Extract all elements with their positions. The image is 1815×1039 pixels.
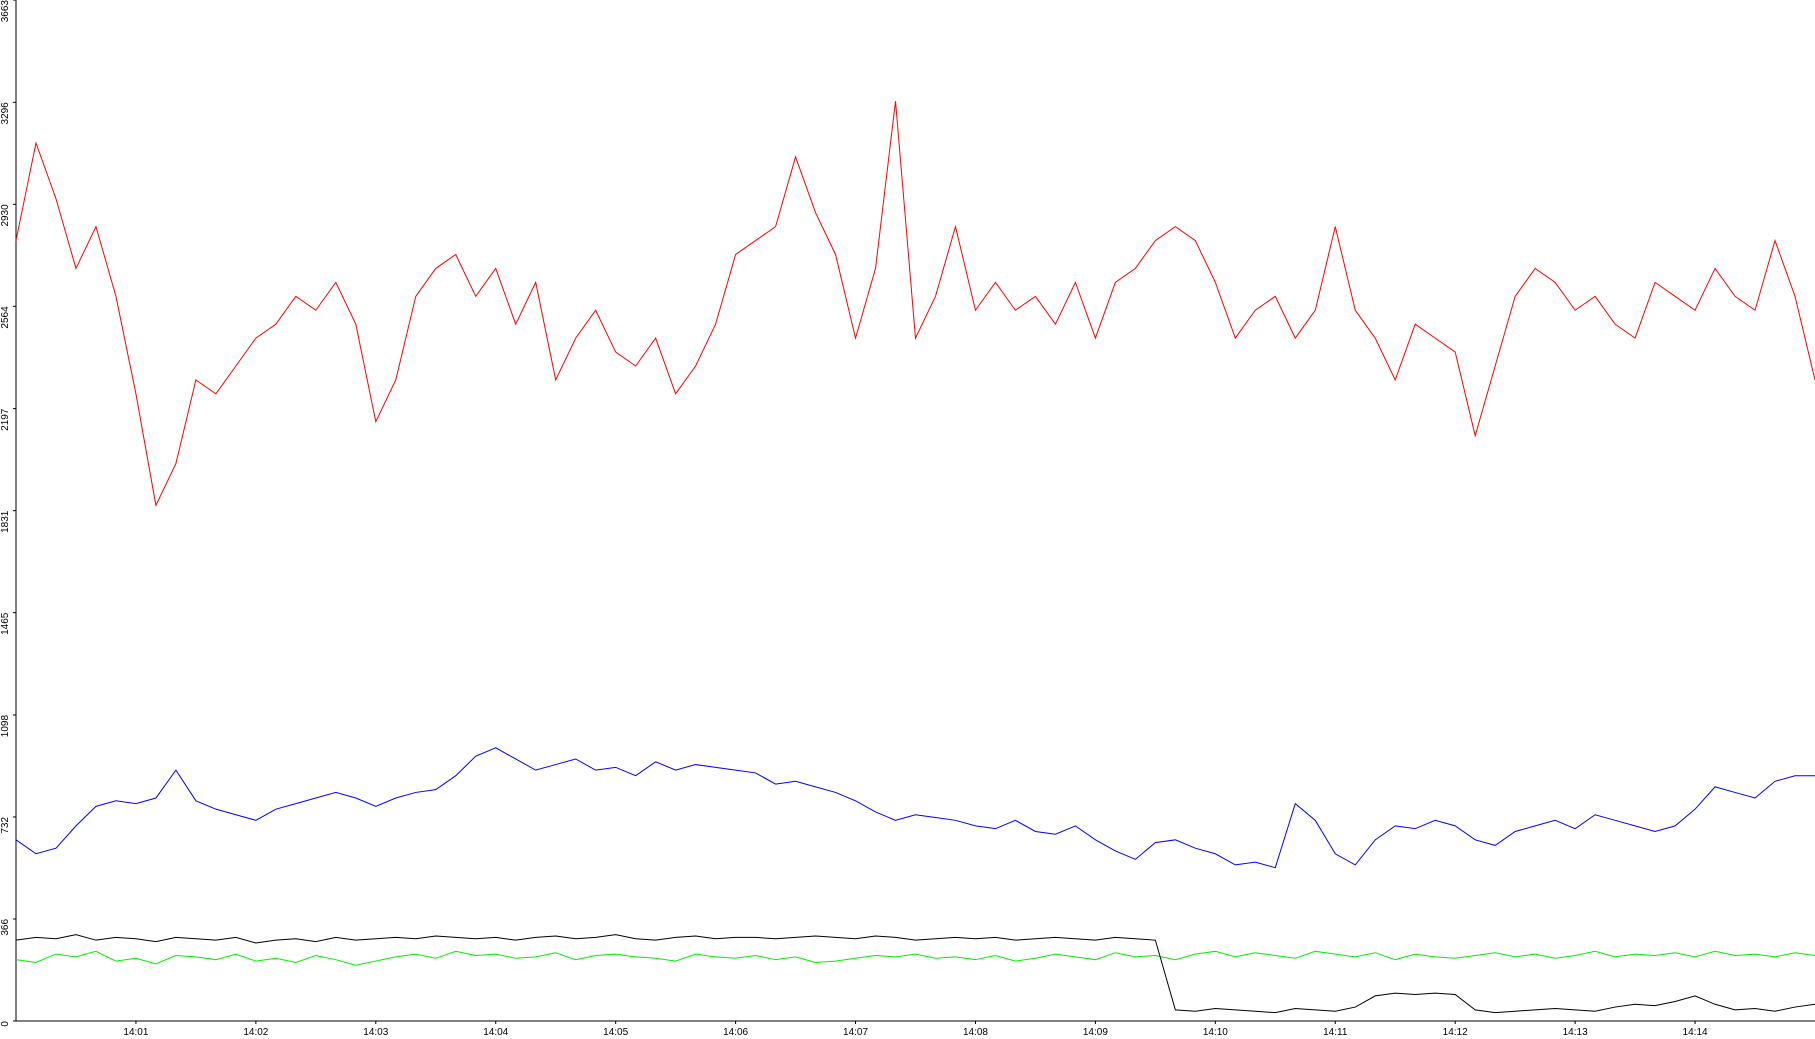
x-tick-label: 14:01	[123, 1027, 148, 1038]
y-tick-label: 2564	[0, 306, 11, 329]
x-tick-label: 14:07	[843, 1027, 868, 1038]
x-tick-label: 14:12	[1443, 1027, 1468, 1038]
y-tick-label: 732	[0, 817, 11, 834]
y-tick-label: 3296	[0, 102, 11, 125]
series-line	[15, 101, 1815, 507]
y-tick-label: 0	[0, 1021, 11, 1027]
x-tick-label: 14:10	[1203, 1027, 1228, 1038]
x-tick-label: 14:06	[723, 1027, 748, 1038]
y-tick-label: 366	[0, 919, 11, 936]
x-tick-label: 14:04	[483, 1027, 508, 1038]
y-tick-label: 1465	[0, 612, 11, 635]
series-line	[15, 950, 1815, 966]
y-tick-label: 1098	[0, 715, 11, 738]
series-line	[15, 934, 1815, 1014]
x-tick-label: 14:14	[1683, 1027, 1708, 1038]
x-tick-label: 14:02	[243, 1027, 268, 1038]
x-tick-label: 14:09	[1083, 1027, 1108, 1038]
x-tick-label: 14:03	[363, 1027, 388, 1038]
x-tick-label: 14:05	[603, 1027, 628, 1038]
y-tick-label: 3663	[0, 0, 11, 22]
series-line	[15, 747, 1815, 869]
x-tick-label: 14:13	[1563, 1027, 1588, 1038]
y-tick-label: 2197	[0, 408, 11, 431]
y-tick-label: 2930	[0, 204, 11, 227]
x-tick-label: 14:08	[963, 1027, 988, 1038]
y-tick-label: 1831	[0, 510, 11, 533]
x-tick-label: 14:11	[1323, 1027, 1348, 1038]
